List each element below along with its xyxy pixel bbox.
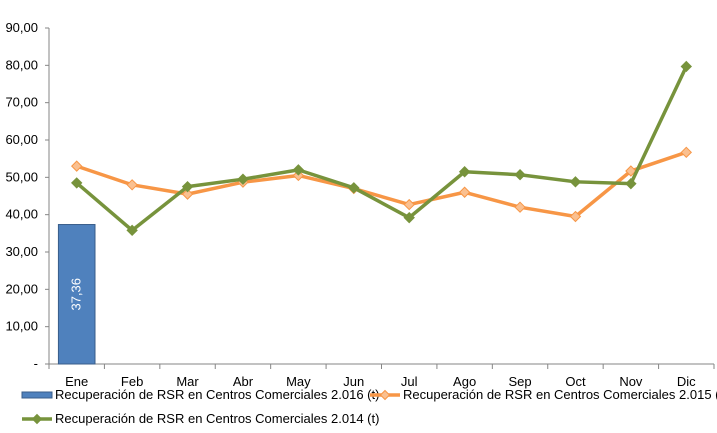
y-tick-label: 50,00 xyxy=(5,169,38,184)
data-point xyxy=(569,210,582,223)
x-tick-label: Sep xyxy=(508,374,531,389)
y-tick-label: 40,00 xyxy=(5,207,38,222)
data-point xyxy=(569,176,582,188)
data-point xyxy=(181,180,194,193)
y-tick-label: 80,00 xyxy=(5,57,38,72)
y-tick-label: 90,00 xyxy=(5,20,38,35)
x-tick-label: Feb xyxy=(121,374,143,389)
data-point xyxy=(680,146,692,159)
legend-label: Recuperación de RSR en Centros Comercial… xyxy=(55,411,379,426)
data-point xyxy=(403,198,415,211)
axes: - 10,00 20,00 30,00 40,00 50,00 60,00 70,00 80,0… xyxy=(5,20,715,389)
legend-label: Recuperación de RSR en Centros Comercial… xyxy=(55,387,379,402)
x-tick-label: Abr xyxy=(233,374,254,389)
x-tick-label: Oct xyxy=(565,374,586,389)
x-tick-label: Jul xyxy=(401,374,418,389)
series-line-2 xyxy=(75,65,688,233)
line-series xyxy=(71,60,692,237)
y-tick-label: 20,00 xyxy=(5,281,38,296)
bar-series: 37,36 xyxy=(57,224,96,365)
legend-swatch-bar xyxy=(21,391,53,399)
x-tick-label: May xyxy=(286,374,311,389)
y-tick-label: - xyxy=(34,356,38,371)
bar xyxy=(57,224,96,365)
data-point xyxy=(126,224,138,237)
y-tick-label: 10,00 xyxy=(5,319,38,334)
bar-value-label: 37,36 xyxy=(69,278,84,311)
series-line-1 xyxy=(76,150,687,219)
x-tick-label: Mar xyxy=(176,374,199,389)
x-tick-label: Nov xyxy=(619,374,643,389)
data-point xyxy=(458,186,471,198)
data-point xyxy=(181,188,194,200)
data-point xyxy=(458,166,471,178)
data-point xyxy=(403,211,415,224)
data-point xyxy=(292,164,305,176)
data-point xyxy=(71,160,83,172)
x-tick-label: Ago xyxy=(453,374,476,389)
x-tick-label: Ene xyxy=(65,374,88,389)
data-point xyxy=(126,179,138,191)
data-point xyxy=(680,60,692,73)
data-point xyxy=(625,165,637,177)
legend-marker xyxy=(379,389,391,401)
data-point xyxy=(237,173,249,185)
legend: Recuperación de RSR en Centros Comercial… xyxy=(21,387,717,426)
x-tick-label: Jun xyxy=(343,374,364,389)
data-point xyxy=(348,182,360,194)
data-point xyxy=(625,177,637,190)
legend-marker xyxy=(31,413,43,425)
data-point xyxy=(514,201,526,213)
data-point xyxy=(71,177,83,189)
legend-label: Recuperación de RSR en Centros Comercial… xyxy=(403,387,717,402)
data-point xyxy=(514,169,526,181)
y-tick-label: 30,00 xyxy=(5,244,38,259)
y-tick-label: 70,00 xyxy=(5,95,38,110)
x-tick-label: Dic xyxy=(677,374,696,389)
y-tick-label: 60,00 xyxy=(5,132,38,147)
